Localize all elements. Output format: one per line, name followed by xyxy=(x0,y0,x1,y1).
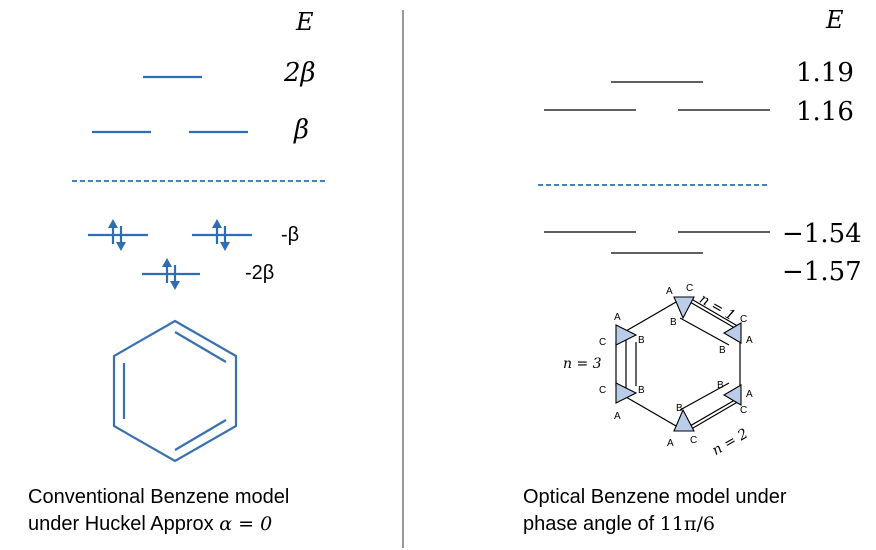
energy-value-1-19: 1.19 xyxy=(796,58,854,88)
site-label-c: C xyxy=(690,435,698,446)
site-label-a: A xyxy=(614,411,621,422)
site-label-a: A xyxy=(614,312,621,323)
right-caption-math: 11π/6 xyxy=(659,513,715,535)
site-label-c: C xyxy=(740,405,748,416)
site-label-b: B xyxy=(676,403,683,414)
site-label-b: B xyxy=(638,335,645,346)
electron-pairs xyxy=(108,219,230,290)
left-caption-math: α = 0 xyxy=(219,513,273,535)
site-label-b: B xyxy=(638,385,645,396)
level-label-2beta: 2β xyxy=(284,58,316,88)
site-label-a: A xyxy=(746,335,753,346)
level-label-minus-2beta: -2β xyxy=(245,262,275,284)
electron-pair-icon xyxy=(162,258,180,290)
right-caption-line1: Optical Benzene model under xyxy=(523,486,787,508)
site-label-a: A xyxy=(667,438,674,449)
site-label-a: A xyxy=(666,286,673,297)
ring-label-n3: n = 3 xyxy=(563,356,602,372)
energy-value-minus-1-57: −1.57 xyxy=(782,257,862,287)
electron-pair-icon xyxy=(212,219,230,251)
site-label-c: C xyxy=(599,337,607,348)
left-energy-axis-label: E xyxy=(296,8,314,36)
site-label-c: C xyxy=(740,314,748,325)
site-label-c: C xyxy=(686,283,694,294)
site-label-b: B xyxy=(670,317,677,328)
right-energy-axis-label: E xyxy=(826,6,844,34)
level-label-beta: β xyxy=(294,115,310,145)
left-caption-line1: Conventional Benzene model xyxy=(28,486,290,508)
site-label-b: B xyxy=(717,380,724,391)
left-caption-line2: under Huckel Approx xyxy=(28,513,220,535)
optical-ring-diagram xyxy=(615,296,742,432)
energy-value-1-16: 1.16 xyxy=(796,97,854,127)
electron-pair-icon xyxy=(108,219,126,251)
right-caption-line2: phase angle of xyxy=(523,513,660,535)
benzene-ring-icon xyxy=(112,319,238,463)
energy-value-minus-1-54: −1.54 xyxy=(782,219,862,249)
site-label-b: B xyxy=(719,345,726,356)
site-label-a: A xyxy=(746,389,753,400)
left-caption: Conventional Benzene model under Huckel … xyxy=(28,484,289,538)
right-caption: Optical Benzene model under phase angle … xyxy=(523,484,787,538)
coupler-triangles xyxy=(615,296,742,432)
left-energy-levels xyxy=(72,75,328,276)
site-label-c: C xyxy=(599,385,607,396)
level-label-minus-beta: -β xyxy=(281,224,300,246)
right-energy-levels xyxy=(544,81,770,254)
